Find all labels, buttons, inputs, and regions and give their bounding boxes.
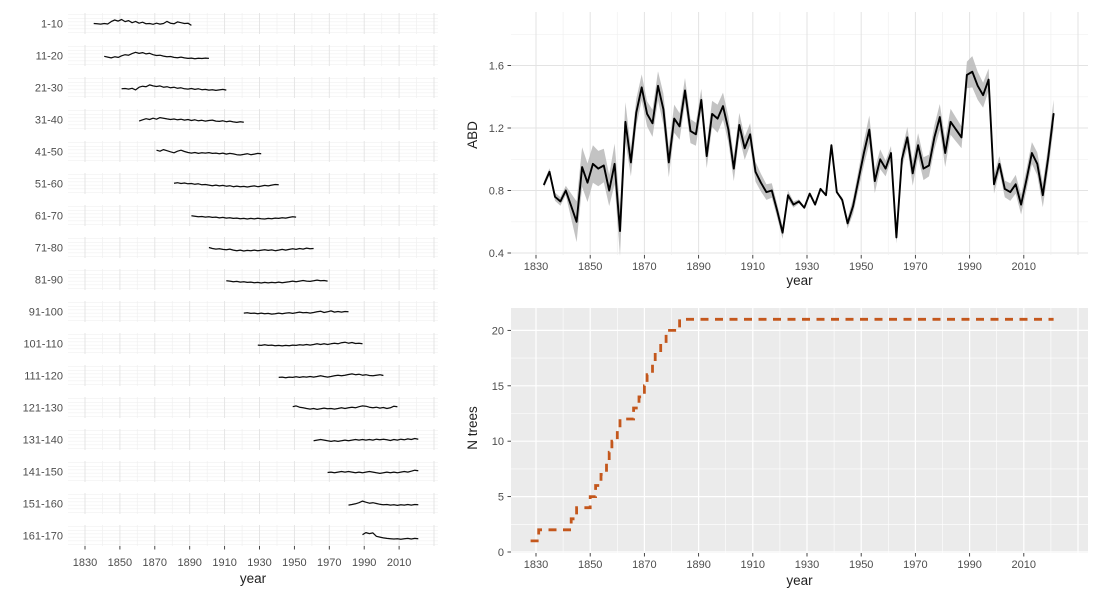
facet-label: 51-60 [35,178,63,190]
x-tick-label: 1830 [73,557,97,569]
x-tick-label: 1950 [282,557,306,569]
x-tick-label: 2010 [1012,261,1036,273]
x-tick-label: 1870 [632,559,656,571]
y-tick-label: 5 [498,492,504,504]
facet-series-line [93,18,192,26]
facet-series-line [313,437,419,443]
ntrees-plot: 0 5 10 15 20 1830 1850 1870 1890 1910 1930 1950 1970… [492,308,1088,571]
facet-plot-x-axis-title: year [239,571,267,586]
facet-series-line [138,116,244,124]
facet-series-line [243,310,349,315]
x-tick-label: 1850 [108,557,132,569]
facet-series-line [348,500,419,507]
facet-label: 161-170 [23,530,63,542]
x-tick-label: 1870 [632,261,656,273]
facet-series-line [226,279,328,284]
facet-series-line [278,373,384,379]
facet-label: 11-20 [36,50,63,62]
facet-series-line [362,531,419,540]
abd-series-line [543,70,1055,239]
x-tick-label: 1850 [578,261,602,273]
facet-series-line [173,182,279,188]
x-tick-label: 1970 [903,261,927,273]
x-tick-label: 1890 [686,559,710,571]
ntrees-x-axis-title: year [786,573,813,588]
y-tick-label: 20 [492,325,504,337]
facet-label: 71-80 [35,242,63,254]
facet-label: 81-90 [35,274,63,286]
x-tick-label: 1970 [317,557,341,569]
x-tick-label: 1870 [143,557,167,569]
ntrees-step-line [530,317,1054,543]
facet-label: 91-100 [29,306,63,318]
facet-label: 121-130 [23,402,63,414]
facet-series-line [327,469,419,475]
facet-label: 61-70 [35,210,63,222]
facet-series-line [121,84,227,92]
x-tick-label: 1990 [957,559,981,571]
abd-x-axis-title: year [786,273,813,288]
facet-label: 131-140 [23,434,63,446]
x-tick-label: 1830 [524,559,548,571]
x-tick-label: 1830 [524,261,548,273]
facet-series-line [104,51,209,60]
x-tick-label: 1950 [849,261,873,273]
facet-plot: 1-10 11-20 21-30 31-40 41-50 51-60 61-70 71-80 8… [23,13,438,569]
facet-label: 1-10 [41,18,63,30]
y-tick-label: 0.4 [489,248,504,260]
x-tick-label: 1910 [741,559,765,571]
y-tick-label: 1.6 [489,61,504,73]
y-tick-label: 0.8 [489,186,504,198]
ntrees-y-axis-title: N trees [465,406,480,450]
facet-label: 41-50 [35,146,63,158]
facet-label: 31-40 [35,114,63,126]
x-tick-label: 1910 [212,557,236,569]
x-tick-label: 1930 [795,261,819,273]
x-tick-label: 2010 [387,557,411,569]
y-tick-label: 0 [498,547,504,559]
facet-series-line [156,148,262,156]
facet-label: 101-110 [23,338,63,350]
facet-label: 141-150 [23,466,63,478]
abd-y-axis-title: ABD [465,121,480,149]
x-tick-label: 1990 [352,557,376,569]
x-tick-label: 1970 [903,559,927,571]
facet-series-line [191,215,297,220]
x-tick-label: 1990 [957,261,981,273]
facet-label: 151-160 [23,498,63,510]
x-tick-label: 2010 [1012,559,1036,571]
y-tick-label: 10 [492,436,504,448]
facet-label: 111-120 [24,370,63,382]
x-tick-label: 1930 [247,557,271,569]
facet-series-line [292,405,398,411]
facet-label: 21-30 [35,82,63,94]
facet-series-line [208,246,314,252]
x-tick-label: 1890 [686,261,710,273]
x-tick-label: 1930 [795,559,819,571]
facet-series-line [257,341,363,347]
x-tick-label: 1890 [177,557,201,569]
x-tick-label: 1850 [578,559,602,571]
abd-plot: 0.4 0.8 1.2 1.6 1830 1850 1870 1890 1910 1930 1950… [489,12,1088,273]
y-tick-label: 1.2 [489,123,504,135]
x-tick-label: 1910 [741,261,765,273]
y-tick-label: 15 [492,381,504,393]
panel-background [511,308,1088,553]
x-tick-label: 1950 [849,559,873,571]
